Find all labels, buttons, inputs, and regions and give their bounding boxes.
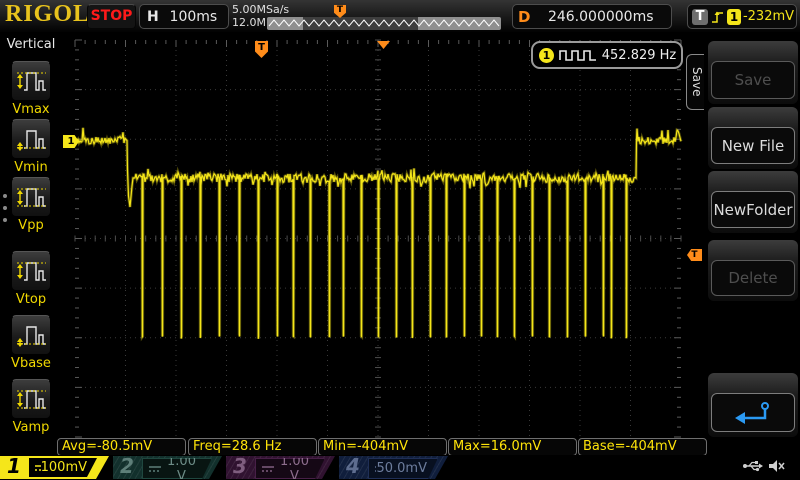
channel-1-number: 1	[7, 454, 21, 478]
vbase-icon	[17, 326, 46, 347]
channel-3-block[interactable]: 3 1.00 V	[226, 456, 335, 479]
dc-coupling-icon	[261, 464, 275, 474]
trigger-level-value: -232mV	[742, 9, 795, 24]
delay-badge[interactable]: D 246.000000ms	[512, 4, 672, 29]
channel-4-number: 4	[346, 454, 360, 478]
channel-4-scale: 50.0mV	[376, 461, 427, 476]
channel-3-scale: 1.00 V	[280, 453, 309, 480]
sample-rate: 5.00MSa/s	[232, 3, 290, 16]
sidebar-item-vpp[interactable]: Vpp	[0, 177, 62, 233]
menu-tab-save: Save	[686, 54, 704, 110]
run-state-badge[interactable]: STOP	[87, 4, 136, 29]
measurement-avg: Avg=-80.5mV	[57, 438, 186, 456]
usb-icon	[743, 461, 763, 472]
back-button[interactable]	[711, 393, 795, 432]
sidebar-title: Vertical	[6, 37, 56, 52]
horizontal-label: H	[147, 8, 159, 25]
dc-coupling-icon	[34, 463, 41, 473]
sidebar-item-vtop[interactable]: Vtop	[0, 251, 62, 307]
counter-channel-chip: 1	[539, 47, 554, 63]
vmin-icon	[17, 130, 46, 151]
speaker-muted-icon	[769, 460, 785, 472]
rising-edge-icon	[712, 11, 723, 23]
channel-status-bar: 1 100mV 2 1.00 V 3	[0, 455, 800, 480]
return-arrow-icon	[735, 401, 769, 424]
channel-4-block[interactable]: 4 50.0mV	[339, 456, 448, 479]
trigger-badge[interactable]: T 1 -232mV	[687, 4, 797, 29]
vertical-measure-sidebar: Vertical Vmax Vmin Vpp Vtop Vbase Vamp	[0, 32, 62, 455]
trigger-position-marker-strip: T	[334, 5, 346, 18]
channel-1-block[interactable]: 1 100mV	[0, 456, 109, 479]
sidebar-item-vmin[interactable]: Vmin	[0, 119, 62, 175]
counter-value: 452.829 Hz	[601, 47, 677, 63]
vpp-icon	[17, 188, 46, 207]
measurement-base: Base=-404mV	[578, 438, 707, 456]
sidebar-item-vmax[interactable]: Vmax	[0, 61, 62, 117]
memory-position-strip	[267, 17, 501, 30]
trigger-position-marker[interactable]: T	[255, 41, 268, 58]
sidebar-item-vbase[interactable]: Vbase	[0, 315, 62, 371]
trigger-source-chip: 1	[727, 8, 741, 25]
vmax-icon	[17, 72, 46, 91]
channel-2-number: 2	[120, 454, 134, 478]
new-folder-button[interactable]: NewFolder	[711, 191, 795, 228]
channel-2-block[interactable]: 2 1.00 V	[113, 456, 222, 479]
channel-2-scale: 1.00 V	[167, 453, 196, 480]
softkey-menu: Save Save New File NewFolder Delete	[684, 32, 800, 455]
channel-3-number: 3	[233, 454, 247, 478]
delay-label: D	[518, 7, 531, 26]
new-file-button[interactable]: New File	[711, 127, 795, 164]
save-button[interactable]: Save	[711, 61, 795, 99]
dc-coupling-icon	[148, 464, 162, 474]
delay-value: 246.000000ms	[547, 8, 654, 25]
measurement-min: Min=-404mV	[318, 438, 447, 456]
trigger-level-marker[interactable]: T	[687, 249, 702, 261]
softkey-newfolder-block: NewFolder	[708, 171, 798, 233]
horizontal-timebase-badge[interactable]: H 100ms	[139, 4, 229, 29]
trigger-label: T	[692, 8, 708, 25]
measurement-max: Max=16.0mV	[448, 438, 577, 456]
softkey-back-block	[708, 373, 798, 437]
delete-button[interactable]: Delete	[711, 260, 795, 296]
preview-waveform	[268, 19, 500, 27]
softkey-newfile-block: New File	[708, 107, 798, 169]
square-wave-icon	[559, 49, 596, 61]
brand-logo: RIGOL	[5, 1, 91, 27]
timebase-value: 100ms	[169, 8, 218, 25]
vtop-icon	[17, 262, 46, 281]
vamp-icon	[17, 390, 46, 409]
top-status-bar: RIGOL STOP H 100ms 5.00MSa/s 12.0M pts T…	[0, 0, 800, 32]
channel-1-scale: 100mV	[40, 460, 87, 475]
softkey-save-block: Save	[708, 41, 798, 104]
frequency-counter-badge: 1 452.829 Hz	[531, 41, 683, 69]
sidebar-item-vamp[interactable]: Vamp	[0, 379, 62, 435]
measurement-freq: Freq=28.6 Hz	[188, 438, 317, 456]
channel1-ground-marker[interactable]: 1	[63, 135, 79, 148]
softkey-delete-block: Delete	[708, 240, 798, 301]
horizontal-center-marker	[377, 41, 390, 49]
